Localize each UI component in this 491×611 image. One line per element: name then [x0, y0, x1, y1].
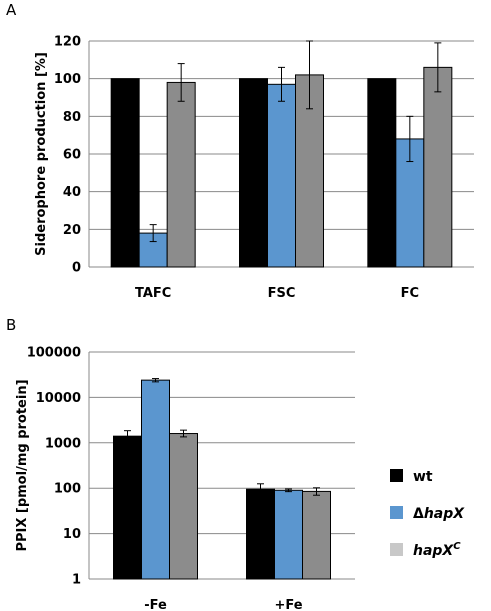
y-tick-label: 1000 — [45, 436, 81, 451]
y-tick-label: 40 — [63, 185, 81, 200]
error-bar-fc-hapx — [406, 115, 414, 163]
legend-label: wt — [413, 469, 433, 485]
y-tick-label: 100 — [54, 482, 81, 497]
legend-item: ΔhapX — [390, 506, 465, 522]
error-bar-fe-hapxc — [313, 487, 320, 496]
error-bar-tafc-hapxc — [177, 63, 185, 102]
bar-fc-wt — [367, 78, 397, 268]
bar-fe-hapx — [274, 489, 303, 580]
y-tick-label: 10000 — [36, 391, 81, 406]
bar-fe-hapxc — [302, 490, 331, 580]
bar-fsc-hapx — [267, 83, 296, 268]
x-category-label: +Fe — [274, 598, 302, 611]
x-category-label: FC — [401, 286, 419, 301]
error-bar-fe-wt — [124, 430, 131, 443]
bar-fe-wt — [246, 488, 275, 580]
y-axis-title: Siderophore production [%] — [34, 52, 49, 256]
siderophore-chart: 0 20 40 60 80 100 120 Siderophore production [%… — [34, 35, 474, 301]
x-category-label: FSC — [268, 286, 296, 301]
bar-fsc-wt — [239, 78, 268, 268]
y-tick-label: 1 — [72, 573, 81, 588]
error-bar-fsc-hapx — [278, 66, 285, 102]
error-bar-fe-hapx — [285, 488, 292, 493]
error-bar-fe-hapxc — [180, 429, 187, 438]
y-tick-label: 100 — [54, 72, 81, 87]
panel-a-letter: A — [6, 1, 17, 19]
legend-item: wt — [390, 469, 433, 485]
y-tick-label: 60 — [63, 148, 81, 163]
panel-b-letter: B — [6, 316, 16, 334]
legend: wt ΔhapX hapXC — [390, 469, 465, 559]
x-category-label: -Fe — [144, 598, 167, 611]
legend-label: hapXC — [413, 541, 461, 559]
error-bar-fe-wt — [257, 483, 264, 495]
bar-fe-wt — [113, 435, 142, 580]
y-tick-label: 120 — [54, 35, 81, 50]
error-bar-fsc-hapxc — [306, 40, 313, 110]
legend-swatch — [390, 506, 403, 519]
bar-fc-hapxc — [423, 66, 453, 268]
legend-swatch — [390, 543, 403, 556]
legend-swatch — [390, 469, 403, 482]
error-bar-tafc-hapx — [149, 224, 157, 243]
ppix-chart: 1 10 100 1000 10000 100000 PPIX [pmol/mg prote… — [15, 346, 355, 611]
y-tick-label: 10 — [63, 527, 81, 542]
y-tick-label: 100000 — [27, 346, 81, 361]
y-tick-label: 0 — [72, 261, 81, 276]
error-bar-fe-hapx — [152, 378, 159, 383]
y-tick-label: 20 — [63, 223, 81, 238]
bar-fe-hapxc — [169, 433, 198, 580]
y-axis-title: PPIX [pmol/mg protein] — [15, 379, 30, 551]
error-bar-fc-hapxc — [434, 42, 442, 93]
bar-tafc-hapxc — [166, 81, 196, 268]
legend-label: ΔhapX — [413, 506, 465, 522]
y-tick-label: 80 — [63, 110, 81, 125]
x-category-label: TAFC — [135, 286, 171, 301]
legend-item: hapXC — [390, 541, 461, 559]
bar-fe-hapx — [141, 379, 170, 580]
bar-tafc-wt — [110, 78, 140, 268]
